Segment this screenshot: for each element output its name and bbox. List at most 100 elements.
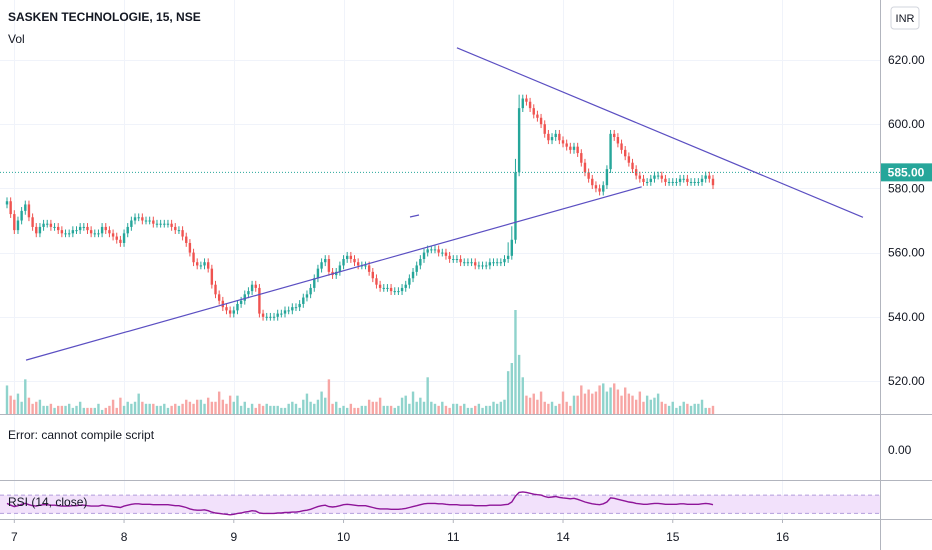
- candle-body[interactable]: [561, 140, 565, 144]
- candle-body[interactable]: [78, 226, 82, 231]
- candle-body[interactable]: [404, 284, 407, 288]
- candle-body[interactable]: [645, 181, 649, 183]
- candle-body[interactable]: [444, 252, 448, 256]
- candle-body[interactable]: [422, 252, 426, 260]
- candle-body[interactable]: [345, 255, 349, 260]
- candle-body[interactable]: [697, 181, 700, 183]
- candle-body[interactable]: [269, 316, 272, 318]
- candle-body[interactable]: [9, 201, 12, 215]
- candle-body[interactable]: [400, 287, 404, 292]
- candle-body[interactable]: [448, 255, 451, 260]
- candle-body[interactable]: [506, 255, 510, 260]
- candle-body[interactable]: [86, 226, 89, 231]
- trendlines[interactable]: [25, 47, 864, 361]
- candle-body[interactable]: [199, 265, 203, 267]
- candle-body[interactable]: [521, 98, 524, 109]
- candle-body[interactable]: [214, 284, 217, 295]
- candle-body[interactable]: [671, 181, 674, 183]
- candle-body[interactable]: [276, 313, 279, 317]
- candle-body[interactable]: [64, 233, 67, 235]
- candle-body[interactable]: [437, 249, 440, 253]
- candle-body[interactable]: [667, 181, 671, 183]
- candle-body[interactable]: [649, 178, 653, 182]
- candle-body[interactable]: [206, 262, 210, 269]
- candle-body[interactable]: [5, 201, 9, 205]
- candle-body[interactable]: [294, 307, 298, 309]
- candle-body[interactable]: [24, 204, 27, 211]
- candle-body[interactable]: [126, 226, 129, 234]
- candle-body[interactable]: [492, 262, 495, 264]
- candle-body[interactable]: [609, 133, 612, 170]
- candle-body[interactable]: [495, 262, 499, 264]
- candle-body[interactable]: [122, 233, 126, 243]
- candle-body[interactable]: [82, 226, 86, 228]
- candle-body[interactable]: [503, 259, 506, 263]
- candle-body[interactable]: [349, 255, 353, 260]
- candle-body[interactable]: [367, 265, 371, 272]
- candle-body[interactable]: [415, 265, 418, 272]
- candle-body[interactable]: [313, 278, 316, 288]
- candle-body[interactable]: [13, 214, 16, 231]
- candle-body[interactable]: [572, 146, 576, 150]
- candle-body[interactable]: [528, 101, 532, 109]
- candle-body[interactable]: [148, 220, 151, 222]
- candle-body[interactable]: [532, 108, 535, 115]
- candle-body[interactable]: [602, 185, 605, 192]
- candle-body[interactable]: [543, 124, 546, 134]
- symbol-title[interactable]: SASKEN TECHNOLOGIE, 15, NSE: [8, 10, 201, 24]
- candlesticks[interactable]: [5, 94, 715, 321]
- candle-body[interactable]: [228, 310, 232, 314]
- candle-body[interactable]: [27, 204, 31, 218]
- candle-body[interactable]: [605, 169, 609, 186]
- candle-body[interactable]: [320, 262, 323, 269]
- candle-body[interactable]: [210, 268, 214, 285]
- currency-badge[interactable]: [890, 6, 920, 30]
- candle-body[interactable]: [298, 303, 301, 308]
- candle-body[interactable]: [433, 249, 437, 251]
- candle-body[interactable]: [291, 307, 294, 311]
- candle-body[interactable]: [591, 178, 594, 186]
- drawing-stroke[interactable]: [409, 214, 420, 218]
- candle-body[interactable]: [38, 226, 42, 234]
- candle-body[interactable]: [335, 271, 338, 276]
- candle-body[interactable]: [324, 259, 327, 263]
- candle-body[interactable]: [258, 287, 261, 314]
- candle-body[interactable]: [163, 223, 166, 225]
- candle-body[interactable]: [225, 307, 228, 311]
- candle-body[interactable]: [700, 178, 704, 182]
- candle-body[interactable]: [484, 265, 488, 267]
- candle-body[interactable]: [166, 223, 170, 225]
- candle-body[interactable]: [159, 223, 162, 225]
- candle-body[interactable]: [144, 220, 148, 222]
- candle-body[interactable]: [638, 175, 642, 179]
- candle-body[interactable]: [539, 117, 543, 125]
- candle-body[interactable]: [660, 175, 663, 179]
- candle-body[interactable]: [356, 262, 360, 266]
- candle-body[interactable]: [49, 223, 53, 227]
- candle-body[interactable]: [108, 230, 111, 234]
- candle-body[interactable]: [693, 181, 696, 183]
- candle-body[interactable]: [57, 226, 60, 231]
- candle-body[interactable]: [188, 242, 192, 253]
- candle-body[interactable]: [594, 185, 598, 189]
- candle-body[interactable]: [525, 98, 528, 102]
- candle-body[interactable]: [441, 252, 444, 254]
- candle-body[interactable]: [393, 291, 396, 293]
- candle-body[interactable]: [53, 226, 56, 228]
- candle-body[interactable]: [382, 287, 385, 289]
- candle-body[interactable]: [558, 133, 561, 141]
- candle-body[interactable]: [93, 233, 96, 235]
- candle-body[interactable]: [20, 210, 23, 221]
- candle-body[interactable]: [631, 162, 634, 170]
- candle-body[interactable]: [686, 178, 689, 182]
- trendline[interactable]: [25, 186, 642, 361]
- candle-body[interactable]: [155, 223, 159, 225]
- candle-body[interactable]: [170, 223, 173, 227]
- candle-body[interactable]: [236, 303, 239, 311]
- candle-body[interactable]: [97, 233, 100, 235]
- candle-body[interactable]: [411, 271, 415, 279]
- candle-body[interactable]: [46, 223, 49, 225]
- candle-body[interactable]: [682, 178, 685, 180]
- candle-body[interactable]: [474, 262, 477, 266]
